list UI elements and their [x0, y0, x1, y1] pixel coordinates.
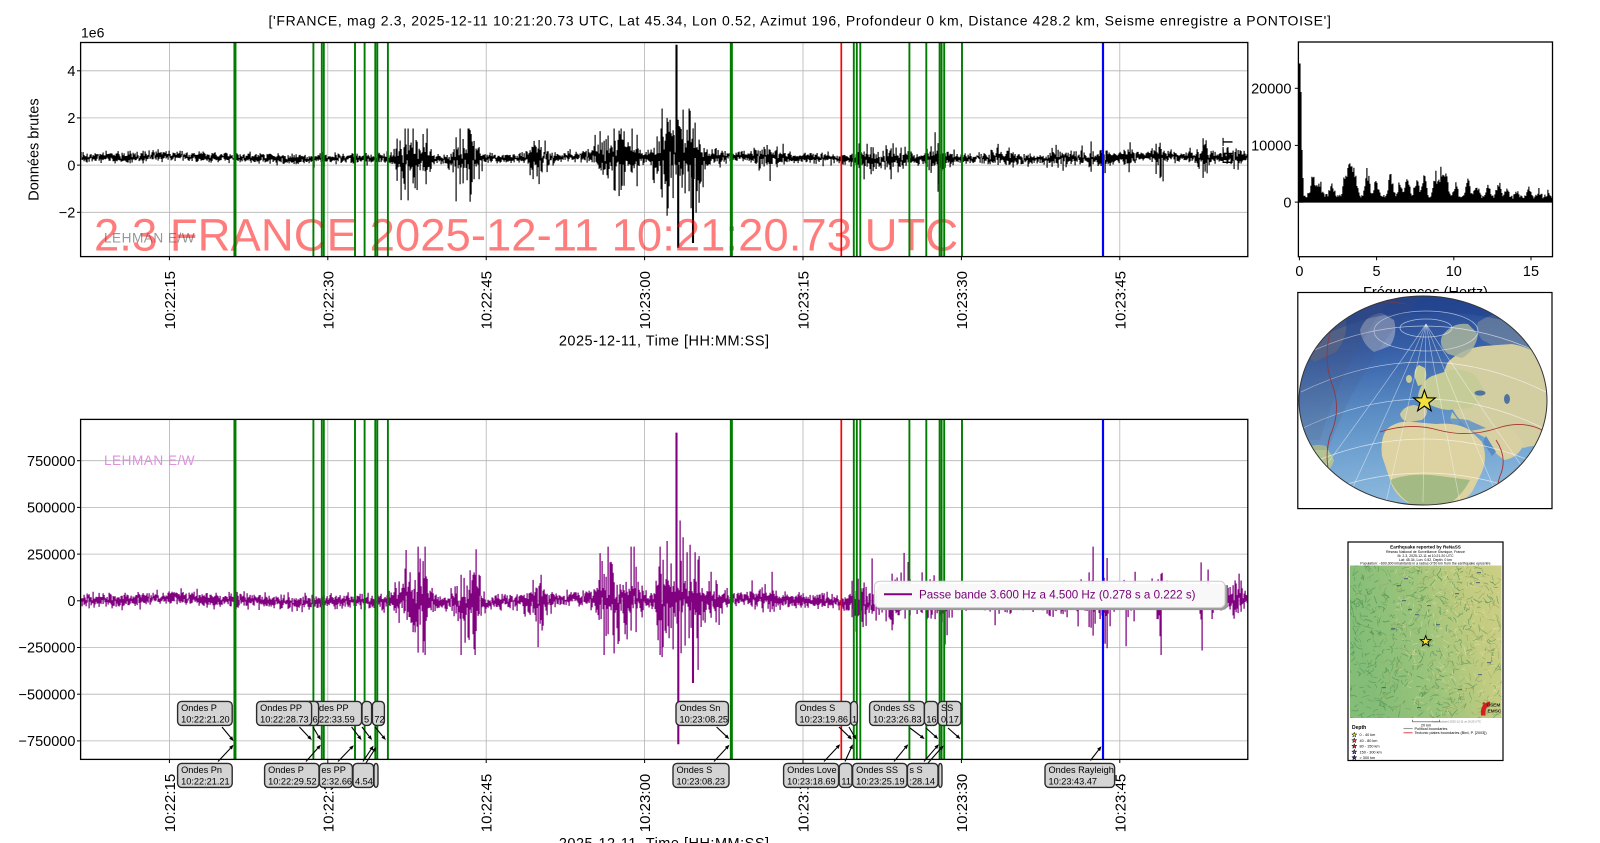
svg-text:es PP: es PP	[321, 765, 346, 775]
svg-text:500000: 500000	[27, 501, 75, 517]
svg-text:10:23:18.69: 10:23:18.69	[787, 776, 836, 786]
svg-text:15: 15	[1523, 264, 1539, 280]
svg-text:10:22:15: 10:22:15	[162, 271, 179, 329]
svg-text:10:23:00: 10:23:00	[637, 271, 654, 329]
svg-text:Tectonic plates boundaries (Bi: Tectonic plates boundaries (Bird, P. [20…	[1415, 731, 1488, 735]
svg-text:Ondes S: Ondes S	[677, 765, 713, 775]
svg-text:Ondes Sn: Ondes Sn	[680, 703, 721, 713]
svg-text:Ondes SS: Ondes SS	[873, 703, 915, 713]
svg-text:250000: 250000	[27, 547, 75, 563]
svg-text:22:33.59: 22:33.59	[319, 714, 355, 724]
svg-text:1e6: 1e6	[81, 25, 105, 41]
svg-text:10:23:08.23: 10:23:08.23	[677, 776, 726, 786]
svg-text:10:23:30: 10:23:30	[954, 774, 971, 832]
svg-text:> 300 km: > 300 km	[1360, 756, 1376, 760]
svg-text:10:22:28.73: 10:22:28.73	[260, 714, 309, 724]
svg-text:10:22:30: 10:22:30	[320, 271, 337, 329]
svg-text:0: 0	[67, 594, 75, 610]
svg-text::28.14: :28.14	[909, 776, 935, 786]
svg-text:10:23:15: 10:23:15	[796, 774, 813, 832]
svg-text:2025-12-11, Time [HH:MM:SS]: 2025-12-11, Time [HH:MM:SS]	[559, 836, 770, 843]
svg-text:80 - 150 km: 80 - 150 km	[1360, 745, 1380, 749]
svg-text:0 - 40 km: 0 - 40 km	[1360, 733, 1376, 737]
svg-text:10:23:00: 10:23:00	[637, 774, 654, 832]
svg-text:EMSC: EMSC	[1488, 709, 1502, 715]
svg-text:2.3 FRANCE 2025-12-11 10:21:20: 2.3 FRANCE 2025-12-11 10:21:20.73 UTC	[94, 210, 958, 261]
svg-text:10000: 10000	[1251, 139, 1291, 155]
svg-text:72: 72	[374, 715, 384, 725]
svg-text:10: 10	[1446, 264, 1462, 280]
svg-text:5: 5	[364, 715, 369, 725]
svg-text:2025-12-11, Time [HH:MM:SS]: 2025-12-11, Time [HH:MM:SS]	[559, 334, 770, 350]
svg-text:1: 1	[852, 715, 857, 725]
svg-text:Lat: 45.34, Lon: 0.52, Depth:: Lat: 45.34, Lon: 0.52, Depth: 0 km	[1399, 558, 1452, 562]
svg-text:20000: 20000	[1251, 82, 1291, 98]
svg-text:Ondes Rayleigh: Ondes Rayleigh	[1049, 765, 1114, 775]
svg-text:Depth: Depth	[1352, 725, 1366, 731]
svg-text:0: 0	[1283, 195, 1291, 211]
svg-text:des PP: des PP	[319, 703, 349, 713]
svg-text:40 - 80 km: 40 - 80 km	[1360, 739, 1378, 743]
svg-text:2:32.66: 2:32.66	[321, 776, 352, 786]
svg-text:10:23:19.86: 10:23:19.86	[800, 714, 849, 724]
svg-text:Earthquake reported by ReNaSS: Earthquake reported by ReNaSS	[1390, 545, 1461, 550]
svg-text:4: 4	[67, 64, 75, 80]
svg-text:5: 5	[1373, 264, 1381, 280]
svg-text:10:22:29.52: 10:22:29.52	[268, 776, 317, 786]
svg-text:Population: ~600,000 inhabitan: Population: ~600,000 inhabitants in a ra…	[1360, 561, 1490, 565]
svg-text:−750000: −750000	[19, 734, 76, 750]
svg-text:750000: 750000	[27, 454, 75, 470]
svg-text:−500000: −500000	[19, 687, 76, 703]
svg-text:10:23:45: 10:23:45	[1112, 774, 1129, 832]
svg-text:s S: s S	[909, 765, 922, 775]
svg-text:0: 0	[1295, 264, 1303, 280]
svg-text:11: 11	[841, 777, 851, 787]
svg-text:10:23:26.83: 10:23:26.83	[873, 714, 922, 724]
svg-text:LEHMAN E/W: LEHMAN E/W	[104, 231, 195, 246]
svg-text:Passe bande 3.600 Hz a 4.500 H: Passe bande 3.600 Hz a 4.500 Hz (0.278 s…	[919, 589, 1196, 602]
svg-text:Réseau National de Surveillanc: Réseau National de Surveillance Sismique…	[1386, 550, 1465, 554]
svg-text:10:22:45: 10:22:45	[479, 271, 496, 329]
svg-text:Ondes SS: Ondes SS	[856, 765, 898, 775]
svg-text:Ondes Love: Ondes Love	[787, 765, 837, 775]
svg-text:Ondes P: Ondes P	[268, 765, 304, 775]
svg-text:Données brutes: Données brutes	[27, 98, 43, 200]
svg-text:150 - 300 km: 150 - 300 km	[1360, 750, 1382, 754]
svg-text:10:23:43.47: 10:23:43.47	[1049, 776, 1098, 786]
svg-text:10:23:25.19: 10:23:25.19	[856, 776, 905, 786]
svg-text:CSEM: CSEM	[1487, 703, 1501, 709]
svg-text:Ondes P: Ondes P	[181, 703, 217, 713]
svg-text:Political boundaries: Political boundaries	[1415, 727, 1448, 731]
svg-text:Ondes PP: Ondes PP	[260, 703, 302, 713]
svg-text:M: 2.3, 2025-12-11 at 10:21:20: M: 2.3, 2025-12-11 at 10:21:20 UTC	[1398, 554, 1454, 558]
svg-text:16: 16	[926, 715, 936, 725]
svg-text:LEHMAN E/W: LEHMAN E/W	[104, 453, 195, 468]
svg-text:10:23:15: 10:23:15	[796, 271, 813, 329]
svg-text:10:22:21.21: 10:22:21.21	[181, 776, 230, 786]
svg-text:10:22:30: 10:22:30	[320, 774, 337, 832]
svg-text:10:23:08.25: 10:23:08.25	[680, 714, 729, 724]
svg-text:−2: −2	[59, 206, 76, 222]
svg-text:Ondes Pn: Ondes Pn	[181, 765, 222, 775]
svg-text:['FRANCE, mag 2.3, 2025-12-11: ['FRANCE, mag 2.3, 2025-12-11 10:21:20.7…	[268, 13, 1331, 29]
svg-text:10:23:45: 10:23:45	[1112, 271, 1129, 329]
svg-text:Ondes S: Ondes S	[800, 703, 836, 713]
svg-text:2: 2	[67, 111, 75, 127]
svg-text:0.17: 0.17	[941, 714, 959, 724]
svg-text:10:22:15: 10:22:15	[162, 774, 179, 832]
svg-text:Last updated 2025-12-11 at 10:: Last updated 2025-12-11 at 10:25 UTC	[1433, 720, 1481, 724]
svg-text:0: 0	[67, 158, 75, 174]
svg-text:20 km: 20 km	[1421, 724, 1431, 728]
svg-text:10:22:21.20: 10:22:21.20	[181, 714, 230, 724]
svg-text:6: 6	[313, 715, 318, 725]
svg-text:10:22:45: 10:22:45	[479, 774, 496, 832]
svg-text:10:23:30: 10:23:30	[954, 271, 971, 329]
svg-text:4.54: 4.54	[355, 777, 373, 787]
svg-text:−250000: −250000	[19, 641, 76, 657]
svg-text:FFT: FFT	[1221, 137, 1237, 164]
